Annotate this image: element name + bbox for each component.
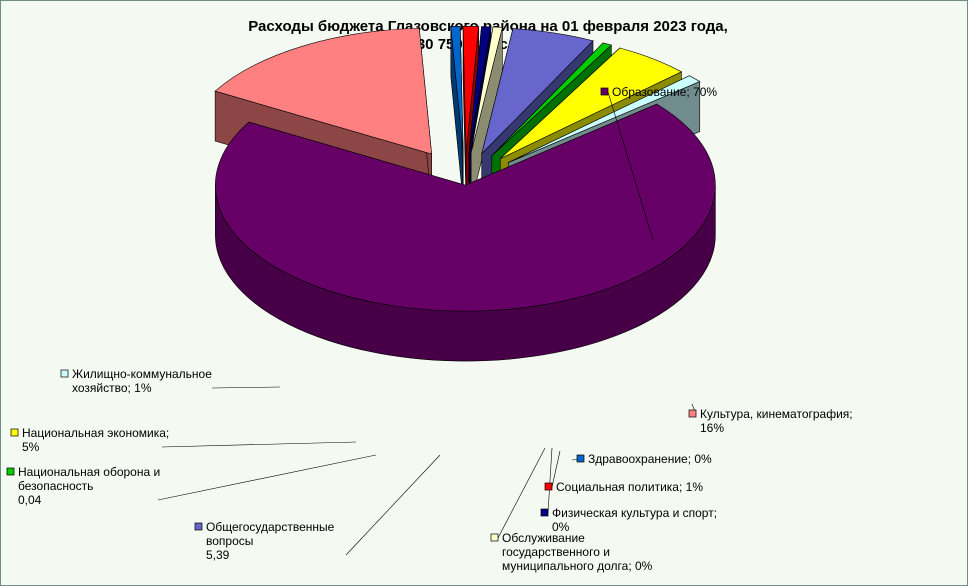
data-label-1-0: Культура, кинематография;	[700, 407, 853, 421]
legend-key-9	[60, 369, 69, 378]
legend-key-8	[10, 428, 19, 437]
legend-key-1	[688, 409, 697, 418]
data-label-4-0: Физическая культура и спорт;	[552, 506, 717, 520]
data-label-6-0: Общегосударственные	[206, 520, 335, 534]
pie-top-layer	[214, 26, 716, 312]
data-label-5-0: Обслуживание	[502, 531, 585, 545]
pie-slice-7	[491, 42, 612, 156]
legend-key-2	[576, 454, 585, 463]
leader-line-5	[497, 447, 546, 539]
pie-slice-4	[468, 26, 492, 153]
leader-line-7	[157, 454, 377, 501]
pie-slice-0	[215, 103, 716, 312]
pie-slice-9	[508, 75, 701, 163]
legend-key-6	[194, 522, 203, 531]
pie-slice-6	[481, 28, 594, 155]
leader-line-0	[607, 91, 654, 241]
data-label-7-1: безопасность	[18, 479, 93, 493]
data-label-7-0: Национальная оборона и	[18, 465, 160, 479]
legend-key-4	[540, 508, 549, 517]
data-labels: Образование; 70% Культура, кинематография…	[6, 85, 853, 573]
pie-slice-8	[500, 47, 683, 159]
data-label-6-1: вопросы	[206, 534, 253, 548]
data-label-8-1: 5%	[22, 440, 40, 454]
pie-slice-5	[470, 26, 503, 153]
leader-line-8	[161, 441, 357, 448]
data-label-3-0: Социальная политика; 1%	[556, 480, 703, 494]
legend-key-7	[6, 467, 15, 476]
pie-slice-2	[450, 26, 464, 153]
data-label-9-0: Жилищно-коммунальное	[72, 367, 212, 381]
data-label-4-1: 0%	[552, 520, 570, 534]
legend-key-3	[544, 482, 553, 491]
data-label-5-1: государственного и	[502, 545, 610, 559]
pie-slice-3	[462, 26, 479, 153]
data-label-0-0: Образование; 70%	[612, 85, 717, 99]
leader-lines	[157, 91, 697, 556]
data-label-8-0: Национальная экономика;	[22, 426, 169, 440]
leader-line-3	[551, 450, 561, 488]
data-label-7-2: 0,04	[18, 493, 42, 507]
pie-slice-1	[214, 27, 432, 155]
legend-key-5	[490, 533, 499, 542]
leader-line-4	[547, 447, 553, 514]
data-label-5-2: муниципального долга; 0%	[502, 559, 653, 573]
legend-key-0	[600, 87, 609, 96]
leader-line-6	[345, 454, 441, 556]
data-label-9-1: хозяйство; 1%	[72, 381, 152, 395]
data-label-1-1: 16%	[700, 421, 724, 435]
data-label-2-0: Здравоохранение; 0%	[588, 452, 712, 466]
leader-line-9	[211, 386, 281, 389]
data-label-6-2: 5,39	[206, 548, 230, 562]
